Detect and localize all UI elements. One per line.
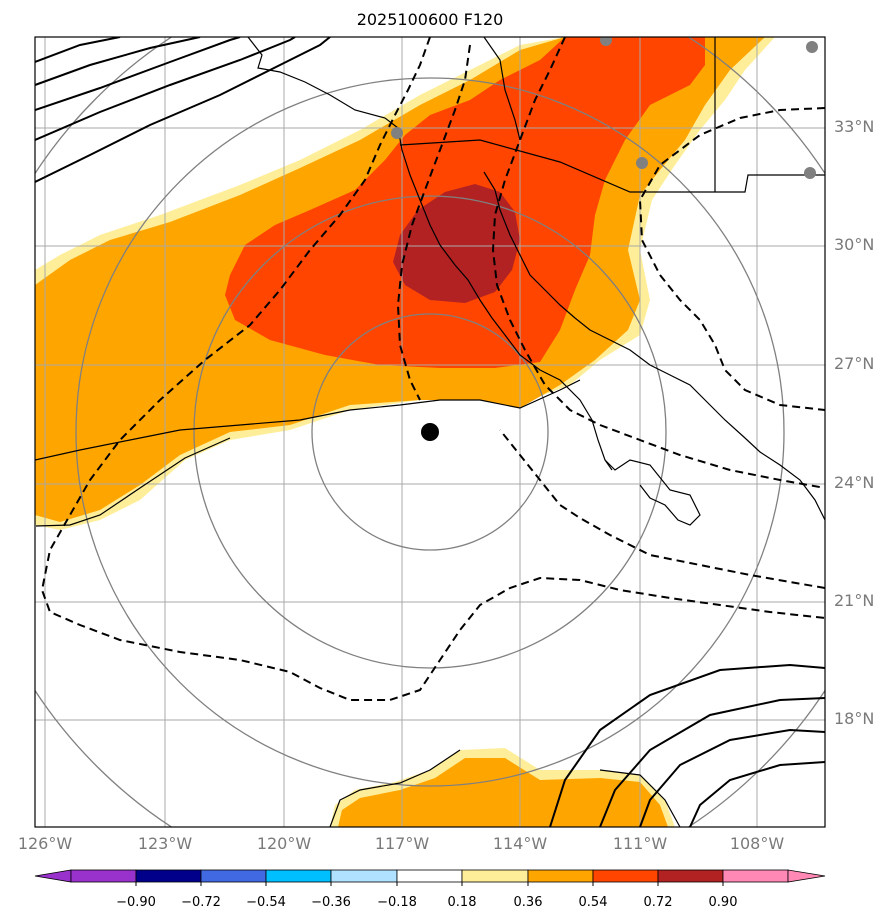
lon-label-117w: 117°W [374,834,430,853]
colorbar-tick-label: 0.72 [643,895,673,910]
map-title: 2025100600 F120 [356,10,504,29]
colorbar-tick-label: 0.18 [447,895,477,910]
lat-label-33n: 33°N [834,117,875,136]
map-frame [34,36,826,828]
station-markers [391,37,818,179]
dashed-contours [40,37,825,701]
lon-label-108w: 108°W [729,834,785,853]
lon-label-123w: 123°W [137,834,193,853]
lon-label-126w: 126°W [17,834,73,853]
colorbar-tick-label: 0.54 [578,895,608,910]
range-rings [35,37,825,827]
map-panel [35,37,825,827]
colorbar-tick-label: −0.90 [116,895,156,910]
lon-label-114w: 114°W [492,834,548,853]
grid-lines [35,37,825,827]
colorbar-tick-label: −0.18 [377,895,417,910]
colorbar-tick-label: −0.72 [181,895,221,910]
colorbar-extend-high [787,869,826,883]
shading-dark-red [393,184,520,303]
storm-center-marker [421,423,439,441]
lat-label-30n: 30°N [834,235,875,254]
lon-label-120w: 120°W [256,834,312,853]
colorbar-tick-label: 0.90 [708,895,738,910]
lat-label-24n: 24°N [834,473,875,492]
solid-contours [35,37,825,827]
lat-label-18n: 18°N [834,709,875,728]
lon-label-111w: 111°W [612,834,668,853]
lat-label-27n: 27°N [834,354,875,373]
coastlines [35,37,825,827]
shading-bottom-orange [338,758,668,827]
colorbar-tick-label: 0.36 [513,895,543,910]
colorbar-tick-label: −0.54 [246,895,286,910]
colorbar-tick-label: −0.36 [311,895,351,910]
colorbar-extend-low [34,869,72,883]
colorbar [34,869,826,886]
lat-label-21n: 21°N [834,591,875,610]
